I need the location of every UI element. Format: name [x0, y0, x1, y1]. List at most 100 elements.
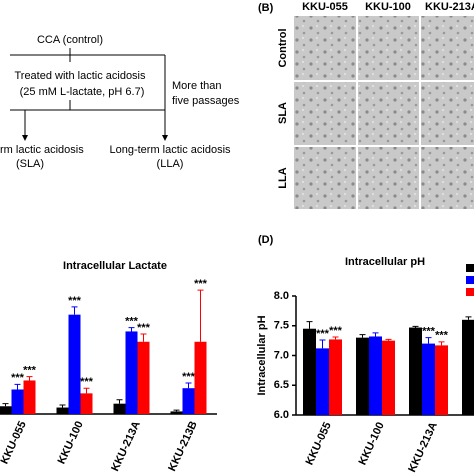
bar [113, 403, 126, 414]
bar [194, 341, 207, 414]
image [421, 82, 474, 145]
error-bar [173, 409, 180, 412]
image [421, 147, 474, 209]
image [421, 16, 474, 80]
error-bar [185, 382, 192, 389]
legend-swatch [466, 264, 474, 272]
node-long: Long-term lactic acidosis [109, 144, 231, 156]
error-bar [197, 289, 204, 342]
bar [356, 337, 369, 415]
error-bar [438, 341, 445, 346]
error-bar [359, 334, 366, 338]
passages-1: More than [172, 80, 222, 92]
bar [382, 340, 395, 415]
significance: *** [125, 315, 139, 327]
y-axis-label: Intracellular pH [256, 315, 268, 395]
bar [182, 388, 195, 414]
x-tick-label: KKU-100 [357, 420, 387, 467]
panel-label: (D) [258, 234, 274, 246]
y-tick-label: 8.0 [274, 290, 289, 302]
bar [137, 341, 150, 414]
micrographs: (B) KKU-055 KKU-100 KKU-213A Control SLA… [258, 1, 474, 209]
x-tick-label: KKU-213B [166, 419, 200, 473]
passages-2: five passages [172, 95, 240, 107]
error-bar [319, 339, 326, 349]
bar [80, 393, 93, 414]
bar [462, 319, 474, 415]
significance: *** [316, 328, 330, 340]
error-bar [425, 337, 432, 344]
chart-title: Intracellular Lactate [63, 260, 167, 272]
x-tick-label: KKU-055 [0, 419, 29, 466]
error-bar [71, 306, 78, 315]
error-bar [116, 399, 123, 404]
error-bar [412, 325, 419, 328]
image [358, 82, 419, 145]
row-label: LLA [277, 167, 289, 188]
bar [422, 343, 435, 415]
image [294, 82, 356, 145]
y-tick-label: 7.0 [274, 349, 289, 361]
significance: *** [137, 322, 151, 334]
image [358, 147, 419, 209]
legend-swatch [466, 288, 474, 296]
node-treatment: Treated with lactic acidosis [14, 70, 146, 82]
node-short: rm lactic acidosis [0, 144, 84, 156]
error-bar [2, 403, 9, 407]
significance: *** [329, 325, 343, 337]
image [294, 147, 356, 209]
row-label: SLA [277, 102, 289, 124]
charts: Intracellular LactateKKU-055******KKU-10… [0, 234, 474, 474]
significance: *** [182, 371, 196, 383]
error-bar [385, 338, 392, 341]
error-bar [465, 316, 472, 320]
significance: *** [435, 330, 449, 342]
image [294, 16, 356, 80]
bar [125, 331, 138, 414]
bar [11, 389, 24, 414]
bar [68, 314, 81, 414]
error-bar [83, 387, 90, 394]
error-bar [332, 336, 339, 340]
x-tick-label: KKU-055 [304, 420, 334, 467]
x-tick-label: KKU-213A [406, 420, 440, 474]
node-short-abbr: (SLA) [16, 158, 44, 170]
flow-diagram: CCA (control) Treated with lactic acidos… [0, 34, 240, 170]
bar [56, 407, 69, 414]
y-tick-label: 6.0 [274, 409, 289, 421]
column-label: KKU-055 [302, 1, 348, 13]
x-tick-label: KKU-213A [109, 419, 143, 473]
bar [329, 339, 342, 415]
bar [170, 411, 183, 414]
image [358, 16, 419, 80]
bar [23, 380, 36, 414]
significance: *** [68, 295, 82, 307]
error-bar [306, 321, 313, 329]
significance: *** [11, 372, 25, 384]
significance: *** [23, 364, 37, 376]
significance: *** [194, 278, 208, 290]
y-tick-label: 6.5 [274, 379, 289, 391]
significance: *** [80, 376, 94, 388]
row-label: Control [277, 28, 289, 67]
error-bar [372, 332, 379, 337]
bar [303, 328, 316, 415]
node-root: CCA (control) [37, 34, 103, 46]
error-bar [26, 376, 33, 381]
bar [316, 348, 329, 415]
panel-label: (B) [258, 2, 274, 14]
y-tick-label: 7.5 [274, 320, 289, 332]
bar [369, 336, 382, 415]
x-tick-label: KKU-100 [56, 419, 86, 466]
node-long-abbr: (LLA) [157, 158, 184, 170]
bar [435, 345, 448, 415]
error-bar [140, 333, 147, 342]
chart-title: Intracellular pH [345, 256, 425, 268]
significance: *** [422, 326, 436, 338]
error-bar [128, 327, 135, 332]
column-label: KKU-100 [365, 1, 411, 13]
column-label: KKU-213A [425, 1, 474, 13]
error-bar [14, 383, 21, 390]
error-bar [59, 404, 66, 408]
